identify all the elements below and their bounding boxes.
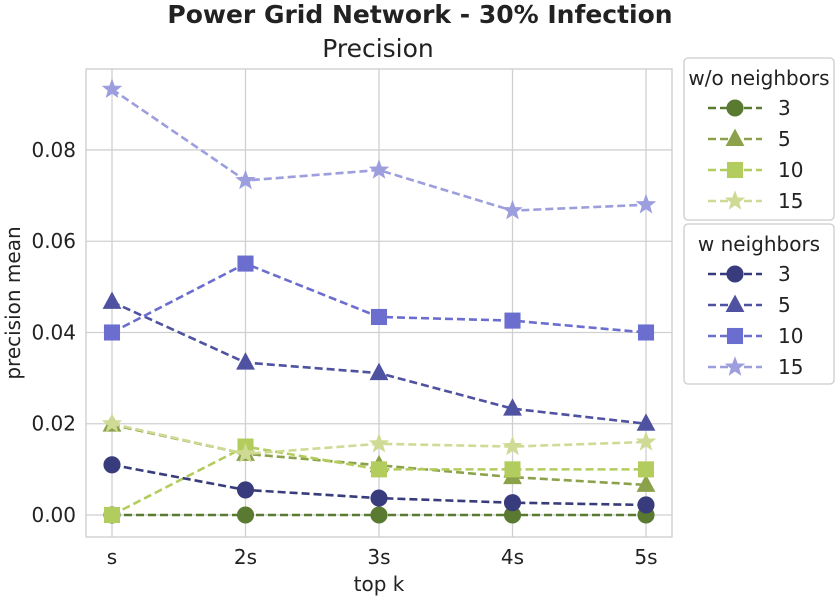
y-tick-labels: 0.00 0.02 0.04 0.06 0.08	[31, 138, 76, 527]
y-axis-label: precision mean	[1, 226, 25, 379]
data-point	[101, 78, 123, 99]
legend-marker	[725, 294, 745, 312]
legend-item: 3	[708, 96, 791, 120]
data-point	[637, 496, 655, 514]
legend-box-without-neighbors: w/o neighbors 3 5 10 15	[683, 57, 835, 221]
series-layer	[101, 78, 657, 524]
series-with-neighbors-10	[103, 255, 655, 341]
data-point	[504, 312, 521, 329]
legend-label: 15	[778, 189, 803, 213]
legend-label: 10	[778, 324, 803, 348]
data-point	[502, 199, 523, 220]
legend: w/o neighbors 3 5 10 15 w neighbors 3 5 10 15	[683, 57, 835, 385]
data-point	[637, 324, 655, 341]
x-tick-label: 4s	[501, 545, 524, 569]
x-tick-label: 5s	[634, 545, 657, 569]
data-point	[637, 461, 655, 478]
data-point	[103, 456, 121, 474]
data-point	[236, 481, 255, 499]
legend-title: w neighbors	[698, 232, 820, 256]
chart-title: Power Grid Network - 30% Infection	[167, 0, 673, 29]
legend-item: 5	[708, 127, 791, 151]
y-tick-label: 0.04	[31, 320, 76, 344]
legend-marker	[726, 99, 744, 117]
x-tick-label: s	[107, 545, 117, 569]
data-point	[369, 362, 389, 381]
legend-marker	[725, 128, 745, 146]
series-with-neighbors-3	[103, 456, 655, 514]
series-line	[111, 445, 646, 517]
data-point	[101, 412, 123, 433]
data-point	[502, 435, 523, 456]
series-without-neighbors-3	[103, 506, 655, 524]
series-without-neighbors-15	[101, 412, 657, 463]
series-with-neighbors-15	[101, 78, 657, 220]
data-point	[370, 461, 388, 478]
y-tick-label: 0.02	[31, 412, 76, 436]
legend-item: 10	[708, 324, 803, 348]
data-point	[235, 443, 256, 463]
legend-item: 15	[708, 189, 803, 213]
data-point	[370, 506, 388, 524]
data-point	[368, 159, 390, 179]
y-tick-label: 0.00	[31, 503, 76, 527]
y-tick-label: 0.08	[31, 138, 76, 162]
data-point	[103, 506, 121, 524]
data-point	[103, 324, 121, 341]
data-point	[368, 433, 390, 453]
y-tick-label: 0.06	[31, 229, 76, 253]
legend-item: 3	[708, 262, 791, 286]
data-point	[236, 506, 255, 524]
data-point	[503, 398, 522, 416]
x-axis-label: top k	[354, 572, 405, 596]
data-point	[370, 489, 388, 507]
legend-label: 5	[778, 293, 791, 317]
legend-marker	[724, 356, 746, 376]
legend-item: 10	[708, 158, 803, 182]
legend-marker	[726, 265, 744, 283]
data-point	[102, 291, 122, 309]
legend-label: 15	[778, 355, 803, 379]
legend-marker	[726, 161, 744, 179]
chart-subtitle: Precision	[322, 34, 434, 63]
data-point	[636, 413, 656, 431]
data-point	[503, 494, 522, 512]
data-point	[504, 461, 521, 478]
data-point	[237, 255, 254, 272]
legend-label: 3	[778, 96, 791, 120]
x-tick-labels: s 2s 3s 4s 5s	[107, 545, 658, 569]
data-point	[635, 431, 657, 451]
legend-box-with-neighbors: w neighbors 3 5 10 15	[683, 223, 835, 385]
x-tick-label: 3s	[367, 545, 390, 569]
legend-label: 10	[778, 158, 803, 182]
legend-label: 3	[778, 262, 791, 286]
legend-title: w/o neighbors	[688, 66, 829, 90]
legend-label: 5	[778, 127, 791, 151]
data-point	[636, 474, 656, 492]
data-point	[370, 308, 388, 326]
data-point	[236, 352, 255, 370]
legend-marker	[724, 190, 746, 210]
plot-frame	[85, 68, 673, 538]
x-tick-label: 2s	[234, 545, 257, 569]
legend-item: 5	[708, 293, 791, 317]
data-point	[235, 169, 256, 190]
series-with-neighbors-5	[102, 291, 656, 431]
grid-lines	[86, 69, 672, 537]
legend-item: 15	[708, 355, 803, 379]
legend-marker	[726, 327, 744, 345]
data-point	[635, 193, 657, 214]
